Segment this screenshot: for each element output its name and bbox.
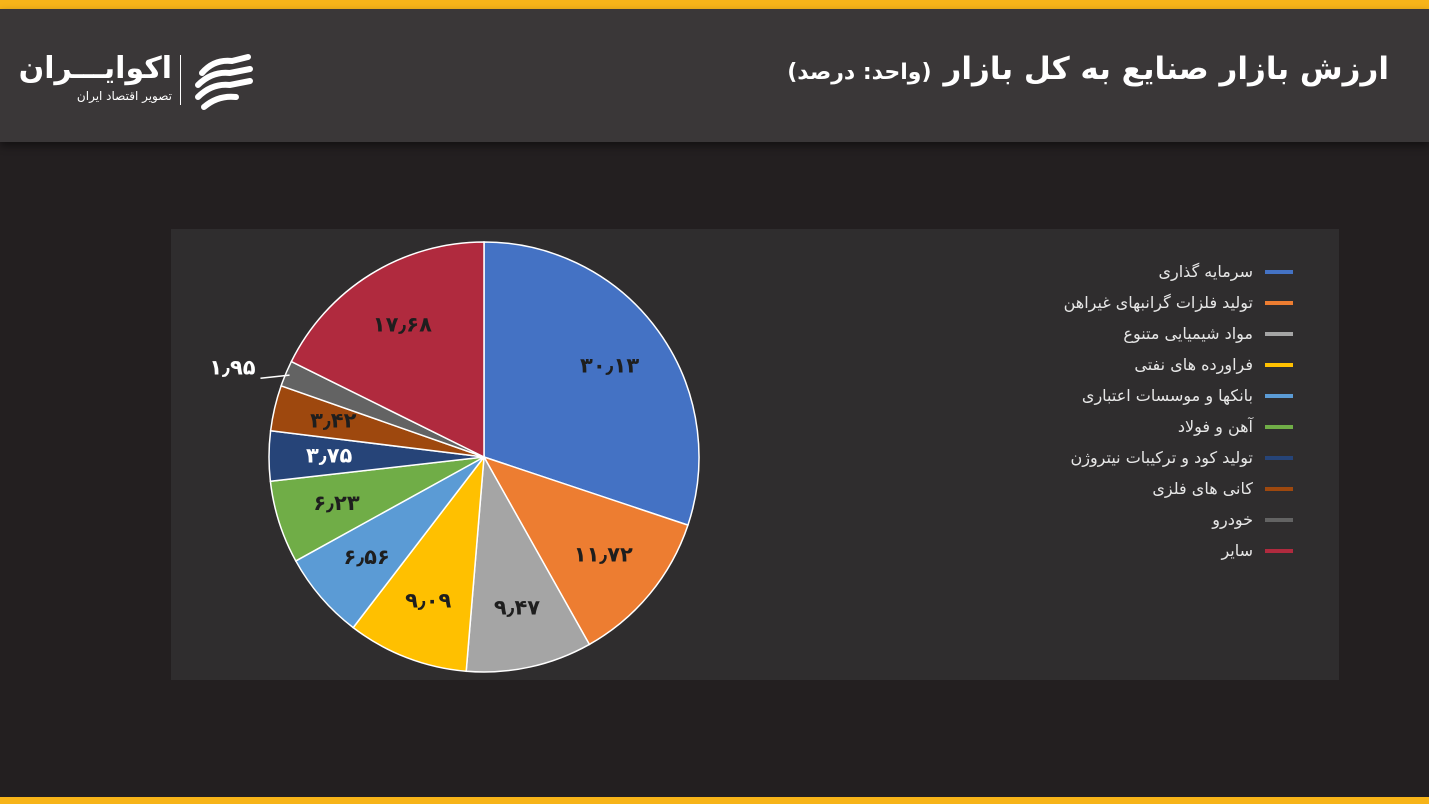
legend-label: کانی های فلزی — [1152, 479, 1253, 498]
ecoiran-logo: اکوایـــران تصویر اقتصاد ایران — [50, 51, 260, 116]
slice-data-label: ۱۱٫۷۲ — [574, 543, 633, 567]
slice-data-label: ۳٫۷۵ — [306, 443, 352, 467]
legend-item: خودرو — [1064, 504, 1293, 535]
legend-item: بانکها و موسسات اعتباری — [1064, 380, 1293, 411]
legend-label: مواد شیمیایی متنوع — [1123, 324, 1253, 343]
legend-label: بانکها و موسسات اعتباری — [1082, 386, 1253, 405]
legend-label: فراورده های نفتی — [1134, 355, 1253, 374]
chart-unit: (واحد: درصد) — [787, 60, 931, 85]
logo-mark-icon — [192, 53, 256, 113]
slice-data-label: ۳٫۴۲ — [310, 409, 356, 433]
slice-data-label: ۹٫۰۹ — [405, 588, 451, 612]
legend-item: سایر — [1064, 535, 1293, 566]
legend-swatch — [1265, 270, 1293, 274]
legend-label: تولید فلزات گرانبهای غیراهن — [1064, 293, 1253, 312]
legend-label: آهن و فولاد — [1178, 417, 1253, 436]
legend-item: سرمایه گذاری — [1064, 256, 1293, 287]
legend-label: خودرو — [1212, 510, 1253, 529]
page-title: ارزش بازار صنایع به کل بازار (واحد: درصد) — [787, 51, 1389, 87]
logo-divider — [180, 55, 181, 105]
header-bar: ارزش بازار صنایع به کل بازار (واحد: درصد)… — [0, 9, 1429, 142]
legend-item: مواد شیمیایی متنوع — [1064, 318, 1293, 349]
legend-swatch — [1265, 394, 1293, 398]
legend-swatch — [1265, 518, 1293, 522]
bottom-accent-stripe — [0, 797, 1429, 804]
slice-data-label: ۱٫۹۵ — [209, 355, 255, 379]
legend-item: فراورده های نفتی — [1064, 349, 1293, 380]
legend-item: آهن و فولاد — [1064, 411, 1293, 442]
chart-panel: ۳۰٫۱۳ ۱۱٫۷۲ ۹٫۴۷ ۹٫۰۹ ۶٫۵۶ ۶٫۲۳ ۳٫۷۵ ۳٫۴۲ ۱٫۹۵ ۱۷… — [171, 229, 1339, 680]
slice-data-label: ۳۰٫۱۳ — [580, 354, 639, 378]
slice-data-label: ۶٫۲۳ — [313, 491, 359, 515]
legend-label: تولید کود و ترکیبات نیتروژن — [1070, 448, 1253, 467]
slice-data-label: ۱۷٫۶۸ — [373, 312, 432, 336]
logo-tagline: تصویر اقتصاد ایران — [77, 89, 172, 103]
legend-item: کانی های فلزی — [1064, 473, 1293, 504]
legend-swatch — [1265, 425, 1293, 429]
chart-legend: سرمایه گذاری تولید فلزات گرانبهای غیراهن م… — [1064, 256, 1293, 566]
top-accent-stripe — [0, 0, 1429, 9]
legend-item: تولید فلزات گرانبهای غیراهن — [1064, 287, 1293, 318]
legend-swatch — [1265, 332, 1293, 336]
legend-label: سایر — [1221, 541, 1253, 560]
legend-swatch — [1265, 487, 1293, 491]
logo-name: اکوایـــران — [19, 51, 172, 86]
legend-swatch — [1265, 301, 1293, 305]
slice-data-label: ۶٫۵۶ — [344, 545, 390, 569]
legend-swatch — [1265, 363, 1293, 367]
legend-item: تولید کود و ترکیبات نیتروژن — [1064, 442, 1293, 473]
chart-title: ارزش بازار صنایع به کل بازار — [944, 51, 1389, 87]
legend-label: سرمایه گذاری — [1158, 262, 1253, 281]
legend-swatch — [1265, 456, 1293, 460]
slice-data-label: ۹٫۴۷ — [494, 595, 540, 619]
legend-swatch — [1265, 549, 1293, 553]
